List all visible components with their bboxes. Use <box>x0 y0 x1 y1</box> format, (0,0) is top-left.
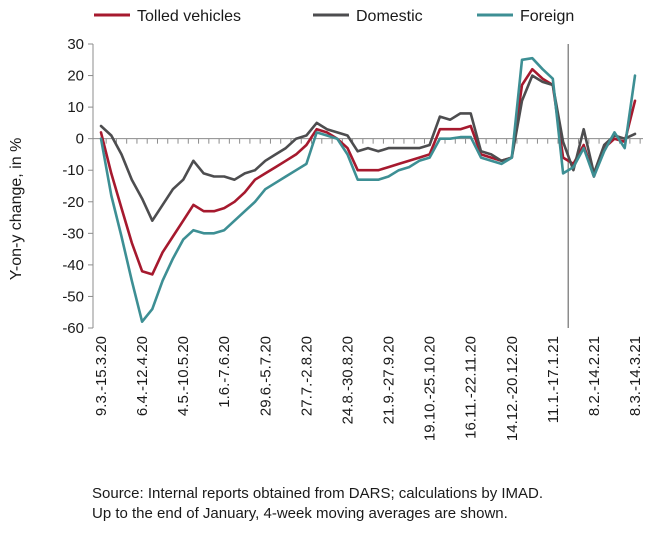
y-tick-label: 20 <box>67 68 84 85</box>
x-tick-label: 19.10.-25.10.20 <box>422 336 439 441</box>
x-tick-label: 29.6.-5.7.20 <box>257 336 274 416</box>
y-axis: 30 20 10 0 -10 -20 -30 -40 -50 -60 <box>62 36 94 337</box>
x-tick-label: 6.4.-12.4.20 <box>134 336 151 416</box>
x-tick-label: 8.2.-14.2.21 <box>586 336 603 416</box>
source-line-1: Source: Internal reports obtained from D… <box>92 485 544 502</box>
x-tick-label: 4.5.-10.5.20 <box>175 336 192 416</box>
y-tick-label: -30 <box>62 225 84 242</box>
y-tick-label: 10 <box>67 99 84 116</box>
legend-label: Foreign <box>520 8 574 25</box>
legend-label: Domestic <box>356 8 423 25</box>
x-tick-label: 27.7.-2.8.20 <box>298 336 315 416</box>
x-tick-label: 11.1.-17.1.21 <box>545 336 562 423</box>
y-tick-label: -20 <box>62 194 84 211</box>
source-note: Source: Internal reports obtained from D… <box>92 484 652 524</box>
series-line-foreign <box>99 56 637 324</box>
x-axis: 9.3.-15.3.20 6.4.-12.4.20 4.5.-10.5.20 1.6.… <box>93 44 644 441</box>
legend: Tolled vehicles Domestic Foreign <box>94 8 574 25</box>
x-tick-label: 1.6.-7.6.20 <box>216 336 233 408</box>
y-tick-label: 0 <box>76 131 84 148</box>
y-tick-label: 30 <box>67 36 84 53</box>
source-line-2: Up to the end of January, 4-week moving … <box>92 505 508 522</box>
x-tick-label: 16.11.-22.11.20 <box>463 336 480 439</box>
y-tick-label: -10 <box>62 162 84 179</box>
series-line-tolled-vehicles <box>99 67 637 276</box>
y-tick-label: -50 <box>62 288 84 305</box>
x-tick-label: 8.3.-14.3.21 <box>627 336 644 416</box>
series-layer <box>99 56 637 324</box>
x-tick-label: 21.9.-27.9.20 <box>381 336 398 424</box>
y-tick-label: -40 <box>62 257 84 274</box>
series-line-domestic <box>99 74 637 222</box>
x-tick-label: 24.8.-30.8.20 <box>339 336 356 424</box>
y-axis-title: Y-on-y change, in % <box>8 138 25 281</box>
x-tick-label: 9.3.-15.3.20 <box>93 336 110 416</box>
x-tick-label: 14.12.-20.12.20 <box>504 336 521 441</box>
legend-label: Tolled vehicles <box>137 8 241 25</box>
y-tick-label: -60 <box>62 320 84 337</box>
